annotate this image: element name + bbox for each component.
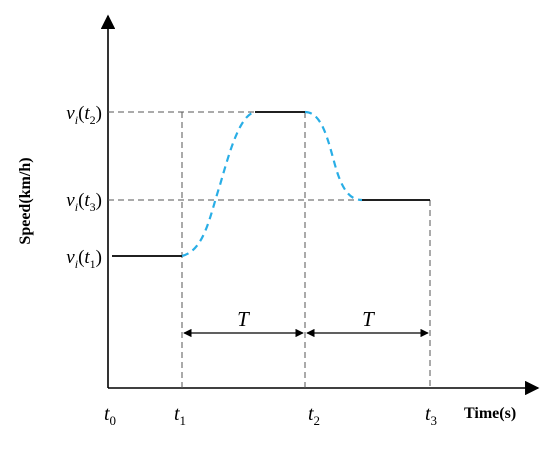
y-axis-label: Speed(km/h)	[17, 157, 34, 244]
y-tick-v-t2: vi(t2)	[66, 103, 102, 127]
y-tick-v-t3: vi(t3)	[66, 190, 102, 214]
interval-label-second: T	[362, 307, 375, 331]
x-tick-t3: t3	[425, 403, 437, 428]
x-axis-label: Time(s)	[464, 405, 516, 422]
x-tick-t2: t2	[308, 403, 320, 428]
x-tick-t1: t1	[174, 403, 186, 428]
acceleration-curve	[181, 110, 256, 258]
y-tick-v-t1: vi(t1)	[66, 247, 102, 271]
interval-label-first: T	[237, 307, 250, 331]
x-tick-t0: t0	[104, 403, 116, 428]
deceleration-curve	[304, 110, 363, 202]
